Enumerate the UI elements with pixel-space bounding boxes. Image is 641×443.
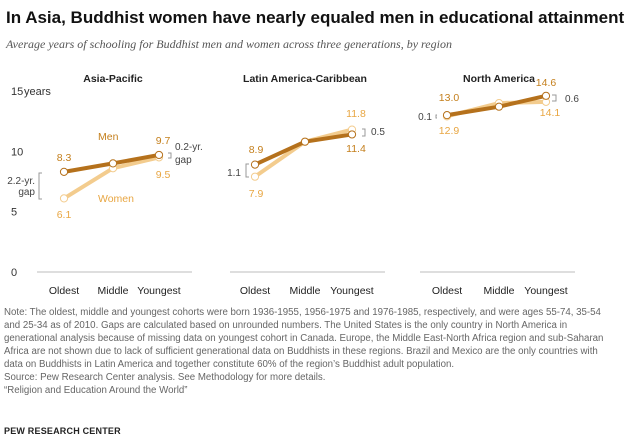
data-point-men [154,150,164,160]
gap-annotation: gap [18,187,35,198]
data-label-women: 7.9 [249,188,264,200]
gap-bracket [38,172,42,200]
data-label-men: 14.6 [536,77,557,89]
data-point-men [300,137,310,146]
data-label-men: 8.9 [249,144,264,156]
note-line: data on Buddhists in Latin America and t… [4,359,455,370]
data-point-men [108,159,118,168]
report-title-line: “Religion and Education Around the World… [4,385,188,396]
y-tick-label: 15 [11,86,23,98]
data-label-men: 11.4 [346,143,366,155]
source-credit: PEW RESEARCH CENTER [4,426,121,436]
note-line: Africa are not shown due to lack of suff… [4,346,598,357]
data-point-women [250,172,260,181]
chart-canvas: 15 10 5 0 years Asia-Pacific Oldest Middle Young… [7,73,579,297]
y-tick-label: 0 [11,267,17,279]
panel-title: Asia-Pacific [83,73,143,85]
x-tick-label: Middle [290,285,321,297]
note-line: Note: The oldest, middle and youngest co… [4,307,601,318]
y-unit-label: years [24,86,51,98]
gap-annotation: 1.1 [227,168,241,179]
x-tick-label: Middle [484,285,515,297]
data-point-women [59,194,69,203]
data-point-men [541,91,551,100]
gap-annotation: 0.6 [565,94,579,105]
data-label-women: 9.5 [156,169,171,181]
data-label-women: 11.8 [346,108,366,120]
y-tick-label: 10 [11,146,23,158]
data-label-men: 13.0 [439,92,460,104]
series-label-women: Women [98,193,134,205]
gap-bracket [552,94,557,102]
data-label-women: 6.1 [57,209,72,221]
data-point-men [442,111,452,120]
data-point-men [347,130,357,139]
x-tick-label: Oldest [240,285,270,297]
x-tick-label: Oldest [49,285,79,297]
gap-annotation: 0.5 [371,127,385,138]
data-label-women: 14.1 [540,107,561,119]
gap-annotation: 0.2-yr. [175,142,203,153]
data-point-men [59,167,69,176]
series-label-men: Men [98,131,119,143]
data-label-men: 9.7 [156,135,171,147]
gap-bracket [245,163,249,178]
chart-title: In Asia, Buddhist women have nearly equa… [6,8,625,27]
data-label-women: 12.9 [439,125,460,137]
data-label-men: 8.3 [57,152,72,164]
gap-annotation: 2.2-yr. [7,176,35,187]
panel-title: North America [463,73,535,85]
gap-bracket [168,152,172,159]
x-tick-label: Youngest [524,285,567,297]
gap-annotation: gap [175,155,192,166]
gap-annotation: 0.1 [418,112,432,123]
panel-title: Latin America-Caribbean [243,73,367,85]
x-tick-label: Middle [98,285,129,297]
source-line: Source: Pew Research Center analysis. Se… [4,372,326,383]
chart-note: Note: The oldest, middle and youngest co… [4,306,638,397]
gap-bracket [362,128,366,137]
note-line: generational analysis because of missing… [4,333,604,344]
data-point-men [250,160,260,169]
data-point-men [494,102,504,111]
y-tick-label: 5 [11,207,17,219]
chart-subtitle: Average years of schooling for Buddhist … [6,37,452,51]
x-tick-label: Youngest [330,285,373,297]
x-tick-label: Oldest [432,285,462,297]
note-line: and 25-34 as of 2010. Gaps are calculate… [4,320,568,331]
gap-bracket [435,114,437,119]
x-tick-label: Youngest [137,285,180,297]
